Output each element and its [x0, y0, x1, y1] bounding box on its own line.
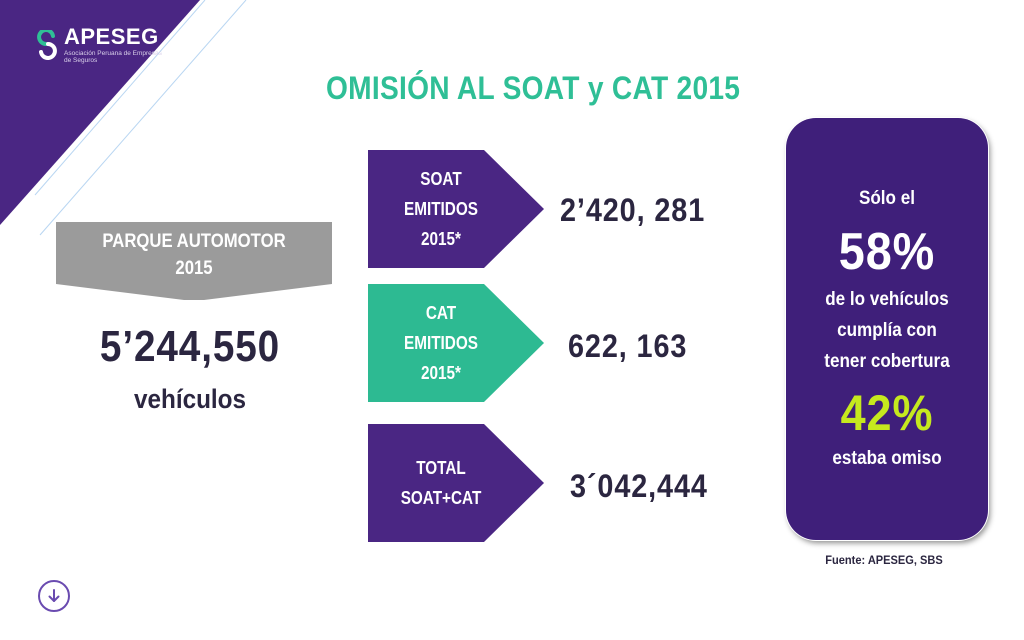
- cat-arrow-label: CAT EMITIDOS 2015*: [379, 284, 503, 402]
- parque-value: 5’244,550: [99, 322, 281, 371]
- parque-banner-shape: [56, 222, 332, 300]
- omission-percent: 42%: [840, 385, 934, 441]
- cat-label-line2: EMITIDOS: [404, 333, 478, 353]
- arrow-down-circle-icon: [48, 589, 60, 602]
- coverage-desc-line3: tener cobertura: [824, 351, 950, 372]
- cat-arrow: CAT EMITIDOS 2015*: [368, 284, 548, 404]
- soat-label-line2: EMITIDOS: [404, 199, 478, 219]
- cat-value: 622, 163: [568, 328, 688, 364]
- omission-label: estaba omiso: [832, 448, 942, 469]
- coverage-desc-line2: cumplía con: [837, 320, 937, 341]
- cat-label-line1: CAT: [425, 303, 457, 323]
- parque-label-line1: PARQUE AUTOMOTOR: [102, 231, 286, 252]
- coverage-panel: Sólo el 58% de lo vehículos cumplía con …: [786, 118, 988, 540]
- total-label-line2: SOAT+CAT: [400, 488, 482, 508]
- soat-value: 2’420, 281: [560, 192, 706, 228]
- soat-arrow: SOAT EMITIDOS 2015*: [368, 150, 548, 270]
- brand-tagline: Asociación Peruana de Empresas de Seguro…: [64, 50, 162, 64]
- soat-arrow-label: SOAT EMITIDOS 2015*: [379, 150, 503, 268]
- soat-label-line1: SOAT: [420, 169, 462, 189]
- coverage-intro: Sólo el: [858, 188, 916, 209]
- slide-title: OMISIÓN AL SOAT y CAT 2015: [326, 70, 741, 106]
- source-note: Fuente: APESEG, SBS: [825, 553, 943, 567]
- coverage-description: de lo vehículos cumplía con tener cobert…: [796, 284, 978, 377]
- parque-banner: PARQUE AUTOMOTOR 2015: [56, 222, 332, 302]
- soat-arrow-shape: [368, 150, 544, 268]
- total-arrow-shape: [368, 424, 544, 542]
- brand-logo: APESEG Asociación Peruana de Empresas de…: [36, 26, 164, 64]
- total-value: 3´042,444: [570, 468, 708, 504]
- parque-unit: vehículos: [133, 384, 247, 414]
- parque-label: PARQUE AUTOMOTOR 2015: [73, 228, 316, 282]
- total-arrow-label: TOTAL SOAT+CAT: [379, 424, 503, 542]
- total-arrow: TOTAL SOAT+CAT: [368, 424, 548, 544]
- next-slide-button[interactable]: [38, 580, 70, 612]
- apeseg-logo-icon: [37, 30, 57, 60]
- cat-label-line3: 2015*: [420, 363, 461, 383]
- coverage-percent: 58%: [838, 223, 936, 281]
- total-label-line1: TOTAL: [416, 458, 466, 478]
- brand-name: APESEG: [64, 24, 159, 49]
- parque-label-line2: 2015: [175, 258, 213, 279]
- cat-arrow-shape: [368, 284, 544, 402]
- coverage-desc-line1: de lo vehículos: [825, 289, 949, 310]
- soat-label-line3: 2015*: [420, 229, 461, 249]
